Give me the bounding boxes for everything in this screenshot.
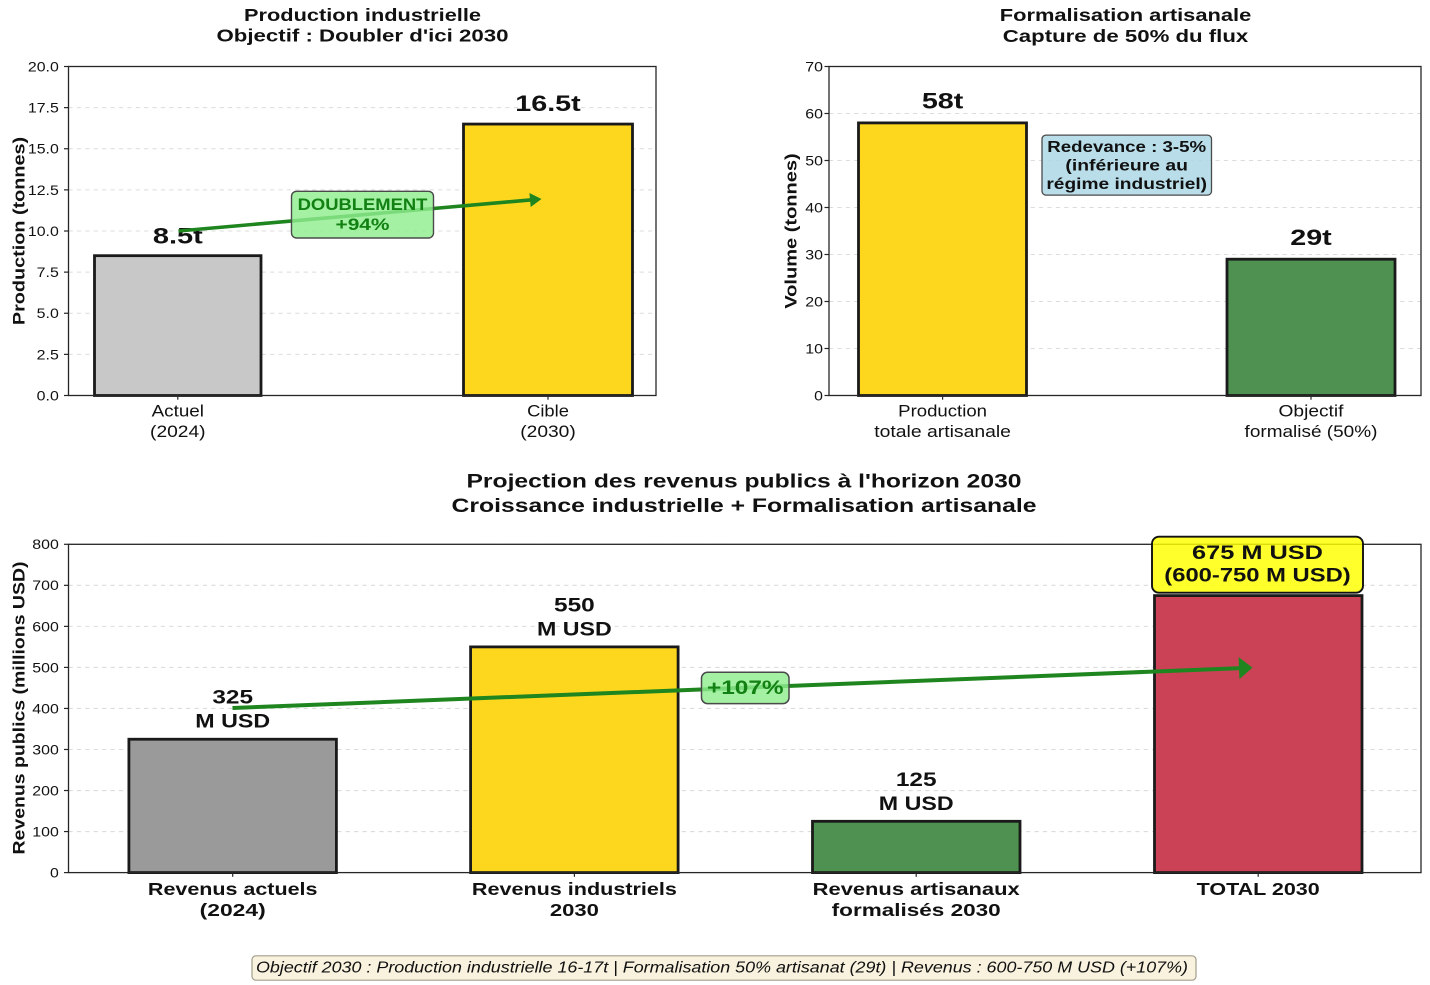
svg-text:325: 325 <box>212 687 253 709</box>
svg-text:2030: 2030 <box>550 900 599 920</box>
svg-text:DOUBLEMENT: DOUBLEMENT <box>298 195 429 214</box>
svg-text:0.0: 0.0 <box>37 387 59 403</box>
svg-text:29t: 29t <box>1290 225 1332 250</box>
svg-text:Redevance : 3-5%: Redevance : 3-5% <box>1047 139 1206 156</box>
svg-text:700: 700 <box>32 577 59 593</box>
svg-text:550: 550 <box>554 594 595 616</box>
svg-text:10.0: 10.0 <box>28 223 59 239</box>
svg-text:70: 70 <box>805 58 823 74</box>
svg-text:5.0: 5.0 <box>37 305 59 321</box>
svg-text:Objectif 2030 : Production ind: Objectif 2030 : Production industrielle … <box>256 959 1188 976</box>
svg-text:TOTAL 2030: TOTAL 2030 <box>1197 879 1320 899</box>
svg-text:(inférieure au: (inférieure au <box>1065 158 1188 175</box>
svg-text:(600-750 M USD): (600-750 M USD) <box>1164 565 1350 587</box>
svg-text:400: 400 <box>32 700 59 716</box>
svg-text:totale artisanale: totale artisanale <box>874 422 1011 441</box>
svg-text:0: 0 <box>814 387 823 403</box>
svg-text:10: 10 <box>805 340 823 356</box>
svg-text:Objectif: Objectif <box>1279 401 1344 420</box>
svg-text:Objectif : Doubler d'ici 2030: Objectif : Doubler d'ici 2030 <box>217 25 509 45</box>
svg-text:formalisé (50%): formalisé (50%) <box>1245 422 1378 441</box>
svg-text:Production: Production <box>898 401 987 420</box>
svg-text:+107%: +107% <box>707 677 784 699</box>
svg-text:M USD: M USD <box>537 618 612 640</box>
svg-text:Volume (tonnes): Volume (tonnes) <box>782 153 801 308</box>
svg-text:15.0: 15.0 <box>28 141 59 157</box>
svg-text:Production (tonnes): Production (tonnes) <box>9 137 28 325</box>
svg-text:500: 500 <box>32 659 59 675</box>
svg-text:M USD: M USD <box>195 711 270 733</box>
svg-text:Projection des revenus publics: Projection des revenus publics à l'horiz… <box>467 471 1022 493</box>
svg-text:2.5: 2.5 <box>37 346 59 362</box>
svg-text:M USD: M USD <box>879 793 954 815</box>
svg-text:Production industrielle: Production industrielle <box>244 5 481 25</box>
svg-text:Actuel: Actuel <box>152 401 204 420</box>
svg-text:125: 125 <box>896 769 937 791</box>
svg-text:30: 30 <box>805 246 823 262</box>
svg-text:40: 40 <box>805 199 823 215</box>
svg-text:Revenus artisanaux: Revenus artisanaux <box>813 879 1020 899</box>
svg-text:Capture de 50% du flux: Capture de 50% du flux <box>1003 26 1249 46</box>
svg-text:Croissance industrielle + Form: Croissance industrielle + Formalisation … <box>452 495 1037 517</box>
svg-text:600: 600 <box>32 618 59 634</box>
svg-text:58t: 58t <box>922 89 964 114</box>
svg-text:formalisés 2030: formalisés 2030 <box>832 900 1001 920</box>
svg-text:(2030): (2030) <box>520 422 576 441</box>
svg-text:Revenus publics (millions USD): Revenus publics (millions USD) <box>10 562 29 855</box>
svg-text:20: 20 <box>805 293 823 309</box>
svg-text:(2024): (2024) <box>150 422 206 441</box>
svg-text:675 M USD: 675 M USD <box>1192 542 1323 564</box>
svg-text:12.5: 12.5 <box>28 182 59 198</box>
svg-text:20.0: 20.0 <box>28 58 59 74</box>
svg-text:800: 800 <box>32 536 59 552</box>
svg-text:300: 300 <box>32 741 59 757</box>
svg-text:100: 100 <box>32 824 59 840</box>
svg-text:0: 0 <box>50 865 59 881</box>
svg-text:16.5t: 16.5t <box>515 91 581 116</box>
svg-text:8.5t: 8.5t <box>153 223 204 248</box>
svg-text:Formalisation artisanale: Formalisation artisanale <box>1000 5 1252 25</box>
svg-text:Revenus actuels: Revenus actuels <box>148 879 318 899</box>
svg-text:+94%: +94% <box>336 215 390 234</box>
svg-text:200: 200 <box>32 782 59 798</box>
svg-text:Cible: Cible <box>527 401 569 420</box>
svg-text:(2024): (2024) <box>200 900 266 920</box>
svg-text:Revenus industriels: Revenus industriels <box>472 879 677 899</box>
svg-text:17.5: 17.5 <box>28 100 59 116</box>
svg-text:7.5: 7.5 <box>37 264 59 280</box>
svg-text:50: 50 <box>805 152 823 168</box>
svg-text:régime industriel): régime industriel) <box>1046 176 1207 193</box>
svg-text:60: 60 <box>805 105 823 121</box>
